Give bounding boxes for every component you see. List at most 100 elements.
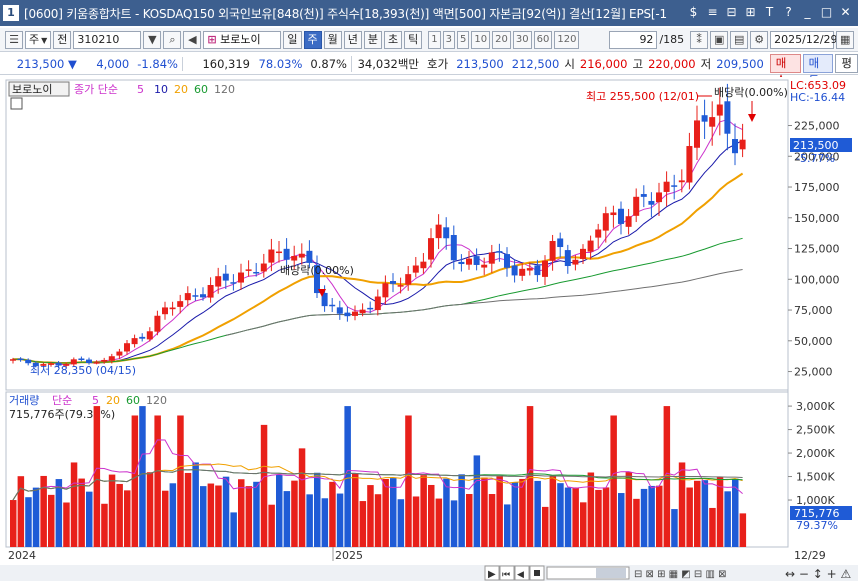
candle-body <box>534 265 541 276</box>
volume-bar <box>618 493 625 547</box>
candle-body <box>78 358 85 360</box>
interval-30[interactable]: 30 <box>512 30 532 49</box>
prev-button[interactable]: 전 <box>53 30 72 49</box>
menu-icon[interactable]: ≡ <box>707 5 718 19</box>
first-page-icon: ⏮ <box>502 570 510 580</box>
save-icon[interactable]: ▣ <box>710 30 729 49</box>
candle-body <box>405 274 412 285</box>
chart-type-icon[interactable]: ⁑ <box>690 30 709 49</box>
candle-body <box>382 283 389 298</box>
volume-bar <box>101 503 108 547</box>
period-yearly[interactable]: 년 <box>343 30 362 49</box>
layout-icon[interactable]: ⊟ <box>726 5 737 19</box>
sell-button[interactable]: 매도 <box>802 54 834 87</box>
price-axis-label: 225,000 <box>794 120 840 133</box>
period-monthly[interactable]: 월 <box>323 30 342 49</box>
window-title: [0600] 키움종합차트 - KOSDAQ150 외국인보유[848(천)] … <box>24 6 667 21</box>
volume-bar <box>207 483 215 547</box>
ma-legend-120: 120 <box>214 83 235 96</box>
volume-bar <box>245 486 253 547</box>
x-axis-label-end: 12/29 <box>794 549 826 562</box>
volume-bar <box>595 489 602 547</box>
first-page-button[interactable] <box>499 565 515 581</box>
expand-icon[interactable]: ⊞ <box>745 5 756 19</box>
candle-body <box>276 251 282 254</box>
maximize-icon[interactable]: □ <box>820 5 833 19</box>
candle-body <box>671 185 678 187</box>
candle-body <box>352 311 358 316</box>
volume-bar <box>253 481 260 547</box>
ma120-line <box>225 269 743 336</box>
period-weekly[interactable]: 주 <box>303 30 322 49</box>
volume-bar <box>146 472 154 547</box>
interval-10[interactable]: 10 <box>471 30 491 49</box>
period-second[interactable]: 초 <box>384 30 403 49</box>
close-icon[interactable]: ✕ <box>840 5 851 19</box>
current-price-tag <box>790 138 852 152</box>
candle-body <box>374 296 381 311</box>
price-chart[interactable]: 보로노이 종가 단순 5 10 20 60 120 LC:653.09 HC:-… <box>0 77 858 581</box>
period-daily[interactable]: 일 <box>283 30 302 49</box>
volume-bar <box>420 475 427 547</box>
interval-60[interactable]: 60 <box>533 30 553 49</box>
volume-bar <box>162 490 169 547</box>
current-change-tag-label: -5.77% <box>796 152 835 165</box>
text-icon[interactable]: T <box>765 5 774 19</box>
price-change-pct: -1.84% <box>137 56 178 71</box>
candle-body <box>108 356 115 361</box>
interval-5[interactable]: 5 <box>457 30 470 49</box>
date-input[interactable]: 2025/12/29 <box>770 30 838 49</box>
price-axis-label: 150,000 <box>794 212 840 225</box>
volume-legend-20: 20 <box>106 394 120 407</box>
low-price: 209,500 <box>716 56 764 71</box>
volume-bar <box>633 498 640 547</box>
stock-code-input[interactable]: 310210 <box>73 30 142 49</box>
interval-3[interactable]: 3 <box>442 30 456 49</box>
scroll-thumb[interactable] <box>596 568 626 578</box>
trade-volume: 160,319 <box>181 56 254 71</box>
calendar-icon[interactable]: ▦ <box>836 30 855 49</box>
print-icon[interactable]: ▤ <box>730 30 749 49</box>
volume-bar <box>139 406 146 547</box>
interval-120[interactable]: 120 <box>554 30 580 49</box>
dividend-marker-2 <box>748 114 756 122</box>
candle-body <box>390 281 396 284</box>
candle-body <box>496 251 503 253</box>
volume-bar <box>25 497 32 547</box>
dropdown-icon[interactable]: ▼ <box>143 30 162 49</box>
search-icon[interactable]: ⌕ <box>163 30 182 49</box>
interval-20[interactable]: 20 <box>492 30 511 49</box>
interval-1[interactable]: 1 <box>428 30 441 49</box>
volume-bar <box>177 415 184 547</box>
volume-bar <box>222 476 230 547</box>
period-tick[interactable]: 틱 <box>404 30 423 49</box>
eval-button[interactable]: 평 <box>835 54 858 73</box>
prev-page-button[interactable] <box>514 565 530 581</box>
list-icon[interactable]: ☰ <box>5 30 23 49</box>
stock-name-field[interactable]: ⊞ 보로노이 <box>203 30 282 49</box>
zoom-icons[interactable]: ⊟ ⊠ ⊞ ▦ ◩ ⊟ ▥ ⊠ <box>634 569 727 580</box>
settings-icon[interactable]: ⚙ <box>750 30 769 49</box>
speaker-icon[interactable]: ◀ <box>183 30 202 49</box>
volume-bar <box>678 462 686 547</box>
period-minute[interactable]: 분 <box>363 30 383 49</box>
minimize-icon[interactable]: _ <box>804 5 811 19</box>
volume-bar <box>610 415 617 547</box>
window-title-bar: 1 [0600] 키움종합차트 - KOSDAQ150 외국인보유[848(천)… <box>0 0 858 26</box>
currency-icon[interactable]: $ <box>689 5 698 19</box>
period-select[interactable]: 주 ▼ <box>25 30 52 49</box>
buy-button[interactable]: 매수 <box>769 54 801 87</box>
zoom-controls[interactable]: ↔ − ↕ + ⚠ <box>785 567 851 581</box>
scroll-left-button[interactable] <box>484 565 500 581</box>
candle-body <box>32 362 39 366</box>
grid-toggle-icon[interactable] <box>10 97 23 110</box>
app-icon[interactable]: 1 <box>3 5 19 21</box>
volume-bar <box>55 479 63 547</box>
help-icon[interactable]: ? <box>785 5 792 19</box>
count-input[interactable]: 92 <box>609 30 658 49</box>
candle-body <box>245 269 252 271</box>
current-price: 213,500 ▼ <box>16 56 77 71</box>
volume-bar <box>93 406 101 547</box>
candle-body <box>192 295 199 297</box>
candle-body <box>504 254 510 268</box>
